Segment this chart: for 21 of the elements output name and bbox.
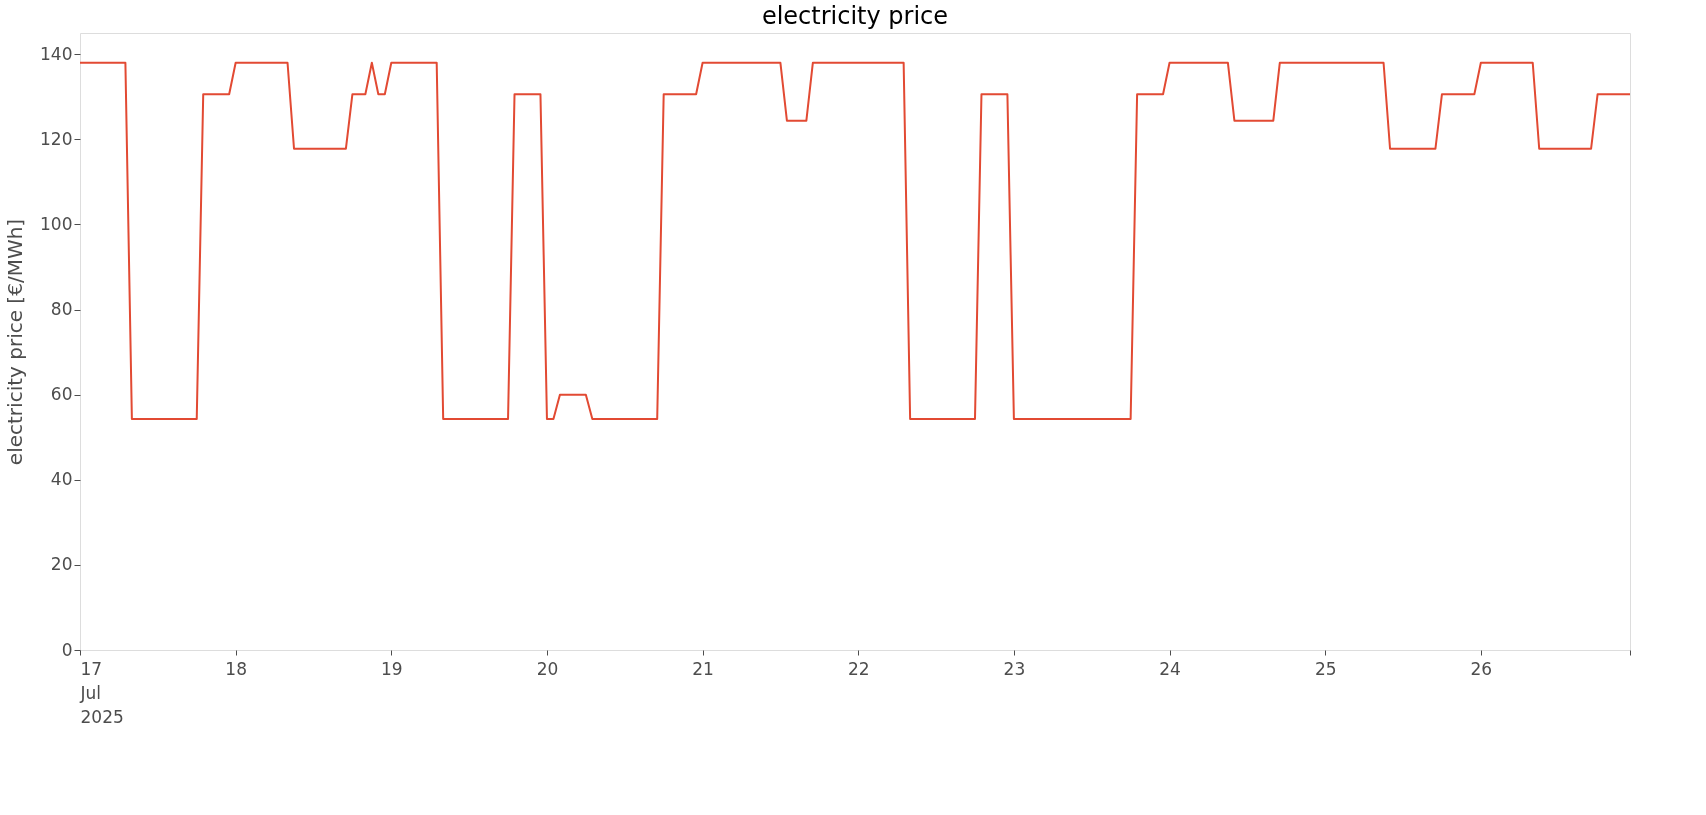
y-tick-label: 100 bbox=[40, 213, 73, 234]
x-tick-label: 20 bbox=[536, 658, 559, 679]
y-tick-label: 120 bbox=[40, 128, 73, 149]
y-tick-label: 140 bbox=[40, 43, 73, 64]
x-tick-label: 22 bbox=[847, 658, 870, 679]
line-series bbox=[80, 61, 1630, 420]
x-tick-label: 24 bbox=[1159, 658, 1181, 679]
y-tick-label: 60 bbox=[50, 384, 73, 405]
y-tick-label: 0 bbox=[61, 639, 73, 660]
y-tick-label: 80 bbox=[50, 299, 73, 320]
x-tick-label: 19 bbox=[380, 658, 403, 679]
x-tick-label: 21 bbox=[692, 658, 714, 679]
chart-title: electricity price bbox=[761, 2, 949, 30]
x-tick-label: 18 bbox=[225, 658, 247, 679]
x-tick-label: 23 bbox=[1003, 658, 1026, 679]
x-tick-label: 25 bbox=[1314, 658, 1337, 679]
x-tick-label: 17 Jul 2025 bbox=[79, 658, 124, 727]
x-tick-label: 26 bbox=[1470, 658, 1493, 679]
y-tick-label: 40 bbox=[50, 469, 73, 490]
y-axis-title: electricity price [€/MWh] bbox=[3, 218, 28, 466]
y-tick-label: 20 bbox=[50, 554, 73, 575]
